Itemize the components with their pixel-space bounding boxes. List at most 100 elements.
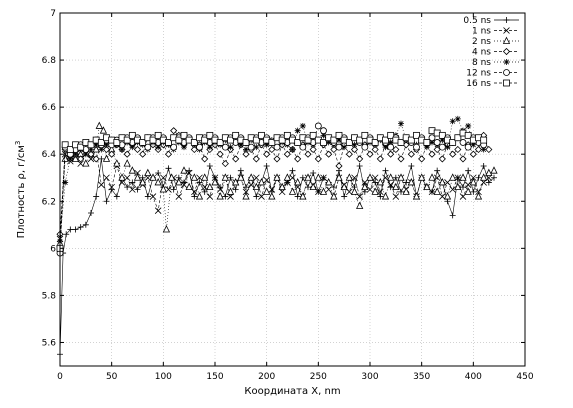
x-tick-label: 450 xyxy=(516,372,533,382)
data-point xyxy=(87,150,95,158)
data-point xyxy=(175,136,183,144)
data-point xyxy=(201,136,209,144)
data-point xyxy=(387,143,395,151)
data-point xyxy=(253,144,260,151)
data-point xyxy=(133,173,142,181)
data-point xyxy=(428,150,436,158)
y-tick-label: 6.8 xyxy=(42,56,57,66)
data-point xyxy=(154,131,162,139)
data-point xyxy=(335,162,343,170)
x-tick-label: 0 xyxy=(57,372,63,382)
data-point xyxy=(263,187,271,195)
data-point xyxy=(299,122,306,129)
data-point xyxy=(294,193,301,200)
data-point xyxy=(134,186,141,193)
data-point xyxy=(381,192,390,200)
data-point xyxy=(67,226,74,233)
data-point xyxy=(92,145,100,153)
data-point xyxy=(491,174,497,181)
data-point xyxy=(485,145,493,154)
data-point xyxy=(113,159,121,167)
data-point xyxy=(345,173,353,181)
data-point xyxy=(162,225,171,233)
data-point xyxy=(392,174,399,181)
data-point xyxy=(304,150,312,158)
data-point xyxy=(221,143,229,151)
data-point xyxy=(387,173,395,181)
data-point xyxy=(201,155,209,163)
data-point xyxy=(433,187,441,195)
data-point xyxy=(206,162,213,169)
series-1 xyxy=(56,146,493,243)
data-point xyxy=(314,155,322,163)
data-point xyxy=(195,192,204,200)
data-point xyxy=(237,167,244,174)
data-point xyxy=(392,145,400,154)
data-point xyxy=(98,146,105,153)
data-point xyxy=(232,186,239,193)
legend-label: 16 ns xyxy=(466,79,491,89)
data-point xyxy=(480,136,488,144)
legend-marker xyxy=(503,17,510,23)
legend-entry: 0.5 ns xyxy=(463,16,519,26)
data-point xyxy=(61,141,69,149)
data-point xyxy=(392,193,400,200)
data-point xyxy=(397,155,405,163)
data-point xyxy=(289,167,296,174)
data-point xyxy=(227,136,234,144)
data-point xyxy=(124,184,131,191)
data-point xyxy=(398,120,404,127)
data-point xyxy=(113,139,121,146)
data-point xyxy=(247,143,255,151)
data-point xyxy=(428,173,436,181)
data-point xyxy=(77,143,85,151)
data-point xyxy=(181,144,187,151)
data-point xyxy=(87,141,95,149)
legend-label: 1 ns xyxy=(472,27,491,37)
data-point xyxy=(433,145,441,154)
data-point xyxy=(283,150,291,158)
data-point xyxy=(237,173,245,181)
data-point xyxy=(133,145,142,154)
data-point xyxy=(449,212,456,219)
data-point xyxy=(221,160,229,168)
data-point xyxy=(305,184,311,191)
data-point xyxy=(371,187,379,195)
data-point xyxy=(154,178,162,186)
data-point xyxy=(309,145,317,154)
data-point xyxy=(123,159,131,167)
data-point xyxy=(309,131,317,139)
data-point xyxy=(366,150,374,158)
data-point xyxy=(62,179,69,186)
data-point xyxy=(304,173,312,181)
data-point xyxy=(221,173,229,181)
data-point xyxy=(438,178,446,186)
data-point xyxy=(201,188,208,195)
data-point xyxy=(335,173,343,181)
data-point xyxy=(206,182,214,191)
x-tick-label: 350 xyxy=(413,372,430,382)
data-point xyxy=(330,184,337,191)
data-point xyxy=(454,182,462,191)
data-point xyxy=(387,139,394,146)
data-point xyxy=(242,192,250,200)
data-point xyxy=(252,182,260,191)
data-point xyxy=(97,139,105,146)
data-point xyxy=(216,150,224,158)
data-point xyxy=(242,139,250,146)
data-point xyxy=(206,193,214,200)
data-point xyxy=(423,139,431,146)
axis-ticks: 0 50 100 150 200 250 300 350 400 450 5.6 5.8 6 6.2 6.4… xyxy=(42,9,534,382)
data-point xyxy=(88,146,94,153)
data-point xyxy=(465,122,472,129)
data-point xyxy=(113,193,120,200)
data-point xyxy=(429,139,435,146)
data-point xyxy=(485,179,492,186)
data-point xyxy=(82,151,89,158)
data-point xyxy=(459,155,467,163)
data-point xyxy=(294,139,302,146)
data-point xyxy=(66,146,74,153)
data-point xyxy=(180,166,188,174)
data-point xyxy=(165,165,172,172)
